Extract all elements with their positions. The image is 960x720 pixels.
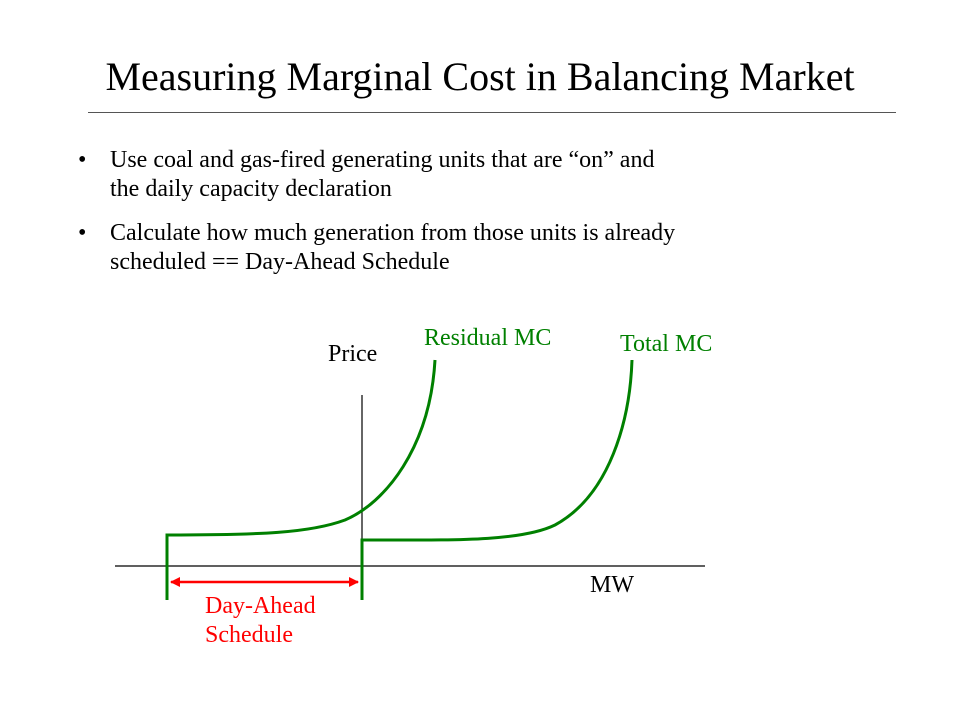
bullet-marker: • [78,220,87,246]
x-axis-label: MW [590,572,634,598]
residual-mc-label: Residual MC [424,325,552,351]
bullet-line: the daily capacity declaration [110,176,392,202]
day-ahead-schedule-label: Day-Ahead Schedule [205,592,316,650]
title-underline [88,112,896,113]
total-mc-curve [360,359,634,600]
day-ahead-schedule-line: Schedule [205,622,293,648]
slide-title: Measuring Marginal Cost in Balancing Mar… [105,54,855,99]
day-ahead-schedule-line: Day-Ahead [205,593,316,619]
residual-mc-curve [165,359,437,600]
bullet-line: Calculate how much generation from those… [110,220,676,246]
total-mc-label: Total MC [620,331,713,357]
y-axis-label: Price [328,341,378,367]
bullet-marker: • [78,147,87,173]
bullet-list: • Use coal and gas-fired generating unit… [78,146,898,292]
bullet-item: • Calculate how much generation from tho… [78,219,898,277]
bullet-line: Use coal and gas-fired generating units … [110,147,655,173]
bullet-line: scheduled == Day-Ahead Schedule [110,249,450,275]
bullet-item: • Use coal and gas-fired generating unit… [78,146,898,204]
